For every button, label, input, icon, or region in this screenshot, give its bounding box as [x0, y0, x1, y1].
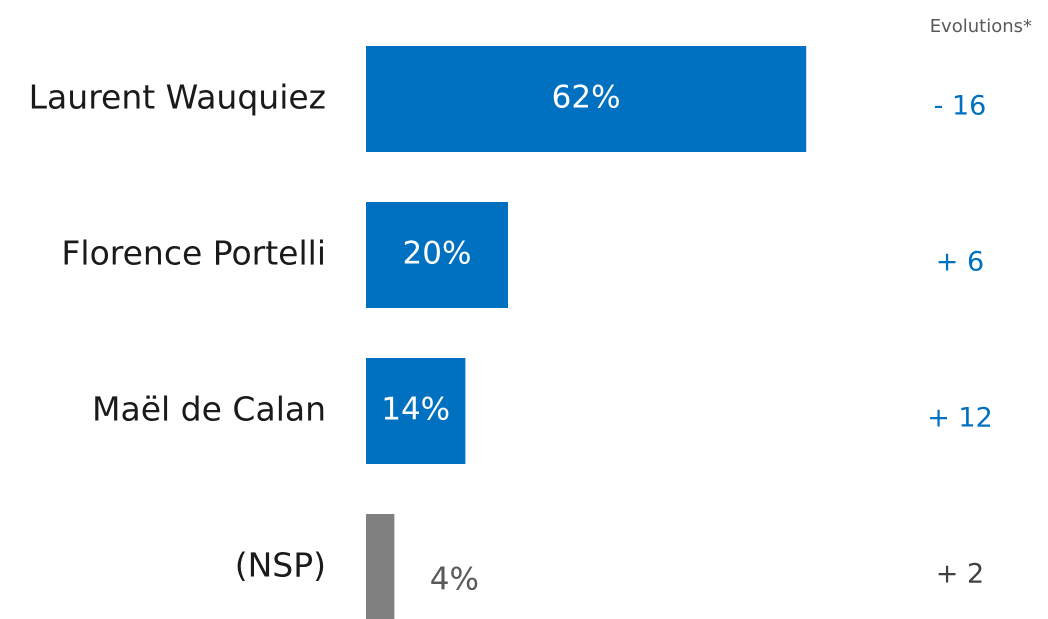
value-label: 62%	[552, 80, 621, 116]
evolution-label: - 16	[934, 91, 987, 122]
category-label: (NSP)	[235, 546, 326, 585]
bar	[366, 46, 807, 152]
evolution-label: + 6	[936, 247, 984, 278]
category-label: Maël de Calan	[92, 390, 326, 429]
value-label: 14%	[381, 392, 450, 428]
value-label: 4%	[430, 562, 479, 598]
evolution-label: + 12	[927, 403, 993, 434]
bar	[366, 202, 508, 308]
bar	[366, 358, 466, 464]
evolutions-header: Evolutions*	[930, 16, 1032, 37]
value-label: 20%	[403, 236, 472, 272]
bar	[366, 514, 395, 619]
category-label: Florence Portelli	[61, 234, 326, 273]
evolution-label: + 2	[936, 559, 984, 590]
category-label: Laurent Wauquiez	[29, 78, 326, 117]
